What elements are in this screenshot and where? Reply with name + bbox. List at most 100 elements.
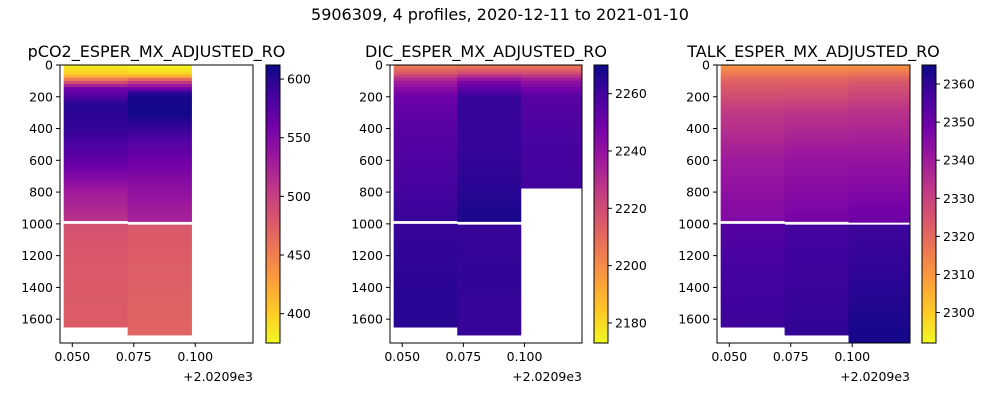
heatmap-cell	[848, 246, 910, 250]
heatmap-cell	[784, 309, 849, 314]
heatmap-cell	[848, 233, 910, 237]
colorbar-tick-label: 2330	[943, 191, 975, 206]
heatmap-cell	[784, 112, 849, 117]
heatmap-cell	[784, 258, 849, 263]
heatmap-cell	[63, 287, 129, 291]
heatmap-cell	[848, 166, 910, 171]
heatmap-cell	[393, 188, 458, 193]
heatmap-cell	[457, 134, 522, 139]
colorbar: 2180 2200 2220 2240 2260	[593, 64, 647, 344]
heatmap-cell	[127, 128, 192, 133]
y-tick-label: 1200	[21, 248, 53, 263]
heatmap-cell	[127, 271, 192, 276]
heatmap-cell	[784, 128, 849, 133]
heatmap-cell	[393, 195, 458, 199]
heatmap-cell	[457, 131, 522, 136]
heatmap-cell	[393, 268, 458, 272]
heatmap-cell	[784, 303, 849, 307]
profile-column-1	[393, 65, 458, 328]
profile-column-2	[127, 65, 192, 336]
heatmap-cell	[520, 138, 582, 142]
heatmap-cell	[520, 153, 582, 158]
x-tick-label: 0.050	[711, 349, 747, 364]
heatmap-cell	[784, 246, 849, 250]
heatmap-cell	[848, 128, 910, 133]
heatmap-cell	[720, 290, 786, 295]
heatmap-cell	[848, 84, 910, 88]
heatmap-cell	[393, 204, 458, 209]
heatmap-cell	[127, 112, 192, 117]
heatmap-cell	[127, 246, 192, 250]
axes-frame	[716, 64, 911, 344]
colorbar-tick-label: 550	[287, 130, 311, 145]
heatmap-cell	[63, 265, 129, 269]
heatmap-cell	[127, 284, 192, 288]
heatmap-cell	[720, 115, 786, 120]
heatmap-cell	[63, 134, 129, 139]
heatmap-cell	[63, 268, 129, 272]
heatmap-cell	[393, 284, 458, 288]
heatmap-cell	[393, 103, 458, 107]
heatmap-cell	[520, 182, 582, 187]
profile-column-1	[720, 65, 786, 328]
heatmap-cell	[127, 315, 192, 320]
heatmap-cell	[127, 312, 192, 317]
heatmap-cell	[63, 217, 129, 222]
heatmap-cell	[393, 138, 458, 142]
heatmap-cell	[127, 303, 192, 307]
heatmap-cell	[63, 227, 129, 231]
heatmap-cell	[393, 271, 458, 276]
heatmap-cell	[457, 153, 522, 158]
y-tick-label: 800	[686, 185, 710, 200]
heatmap-cell	[393, 150, 458, 155]
heatmap-cell	[784, 217, 849, 222]
heatmap-cell	[63, 195, 129, 199]
heatmap-cell	[457, 230, 522, 234]
heatmap-cell	[520, 185, 582, 189]
heatmap-cell	[457, 300, 522, 304]
heatmap-cell	[63, 176, 129, 180]
heatmap-cell	[784, 201, 849, 206]
heatmap-cell	[63, 106, 129, 110]
heatmap-cell	[393, 153, 458, 158]
heatmap-cell	[784, 233, 849, 237]
heatmap-cell	[63, 141, 129, 145]
heatmap-cell	[784, 284, 849, 288]
heatmap-cell	[520, 176, 582, 180]
heatmap-cell	[720, 325, 786, 328]
heatmap-cell	[127, 261, 192, 266]
x-tick-label: 0.100	[834, 349, 870, 364]
heatmap-cell	[720, 268, 786, 272]
heatmap-cell	[63, 214, 129, 218]
heatmap-cell	[457, 217, 522, 222]
profile-column-2	[784, 65, 849, 336]
y-tick-label: 1400	[678, 280, 710, 295]
heatmap-cell	[457, 249, 522, 253]
heatmap-cell	[784, 115, 849, 120]
heatmap-cell	[127, 153, 192, 158]
x-tick-label: 0.050	[384, 349, 420, 364]
heatmap-cell	[127, 80, 192, 85]
heatmap-cell	[720, 274, 786, 279]
heatmap-cell	[63, 312, 129, 317]
heatmap-cell	[393, 157, 458, 161]
heatmap-cell	[63, 131, 129, 136]
heatmap-cell	[457, 303, 522, 307]
heatmap-cell	[848, 265, 910, 269]
heatmap-cell	[720, 261, 786, 266]
heatmap-cell	[848, 195, 910, 199]
heatmap-cell	[63, 150, 129, 155]
heatmap-cell	[63, 233, 129, 237]
heatmap-cell	[848, 188, 910, 193]
heatmap-cell	[63, 198, 129, 203]
heatmap-cell	[784, 173, 849, 177]
heatmap-cell	[848, 204, 910, 209]
heatmap-cell	[63, 96, 129, 101]
heatmap-cell	[127, 236, 192, 241]
heatmap-cell	[720, 90, 786, 94]
heatmap-cell	[63, 271, 129, 276]
heatmap-cell	[848, 277, 910, 282]
heatmap-cell	[520, 103, 582, 107]
heatmap-cell	[520, 179, 582, 183]
heatmap-cell	[520, 163, 582, 168]
